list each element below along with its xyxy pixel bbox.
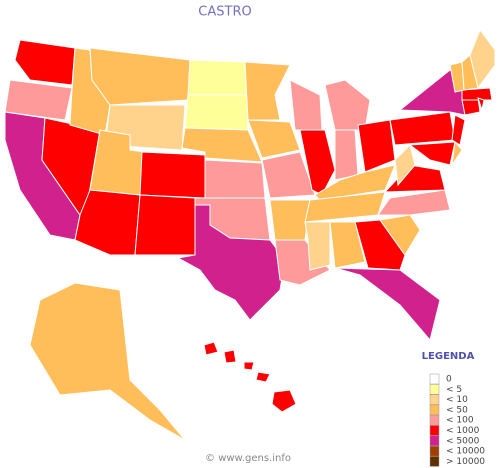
state <box>289 79 323 131</box>
state <box>304 221 331 271</box>
state <box>408 141 456 166</box>
state <box>187 59 248 96</box>
state <box>357 119 396 173</box>
legend-swatch <box>429 425 440 436</box>
legend-swatch <box>429 373 440 385</box>
legend-label: < 5 <box>446 385 462 395</box>
state <box>379 214 421 256</box>
state <box>181 127 263 163</box>
state <box>4 79 73 121</box>
state <box>354 219 406 271</box>
legend-swatch <box>429 384 440 395</box>
state <box>89 47 191 106</box>
state <box>184 94 249 131</box>
state <box>383 164 446 193</box>
legend-label: < 50 <box>446 405 468 415</box>
state <box>469 28 496 90</box>
legend-swatch <box>429 456 440 467</box>
state <box>203 341 219 356</box>
state <box>247 119 301 159</box>
legend-swatch <box>429 394 440 405</box>
state <box>461 97 481 116</box>
state <box>461 87 493 101</box>
legend-swatch <box>429 445 440 457</box>
legend-swatch <box>429 414 440 426</box>
state <box>271 389 297 413</box>
legend-label: < 5000 <box>446 436 480 446</box>
state <box>451 140 463 166</box>
legend-label: 0 <box>446 375 452 385</box>
state <box>377 189 451 216</box>
state <box>329 221 366 269</box>
state <box>451 114 466 146</box>
legend-label: > 10000 <box>446 457 485 467</box>
legend-label: < 100 <box>446 416 474 426</box>
state <box>244 61 291 121</box>
map-title: CASTRO <box>198 5 251 20</box>
state <box>477 97 485 112</box>
state <box>243 361 255 371</box>
state <box>334 267 441 342</box>
state <box>324 79 371 131</box>
state <box>176 204 286 321</box>
state <box>334 129 359 181</box>
state <box>299 129 336 196</box>
legend-swatch <box>429 435 440 447</box>
state <box>139 151 206 199</box>
legend: 0< 5< 10< 50< 100< 1000< 5000< 10000> 10… <box>429 373 485 467</box>
state <box>223 349 237 364</box>
state <box>134 194 196 256</box>
state <box>255 371 271 383</box>
legend-label: < 10000 <box>446 447 485 457</box>
state <box>14 39 76 86</box>
state <box>269 199 311 241</box>
footer: © www.gens.info <box>205 453 291 464</box>
state <box>389 111 456 146</box>
us-map <box>4 28 496 441</box>
legend-label: < 1000 <box>446 426 480 436</box>
state <box>394 144 416 187</box>
state <box>29 282 186 441</box>
state <box>204 159 266 199</box>
legend-label: < 10 <box>446 395 468 405</box>
legend-title: LEGENDA <box>422 351 475 362</box>
legend-swatch <box>429 404 440 416</box>
state <box>274 239 331 286</box>
